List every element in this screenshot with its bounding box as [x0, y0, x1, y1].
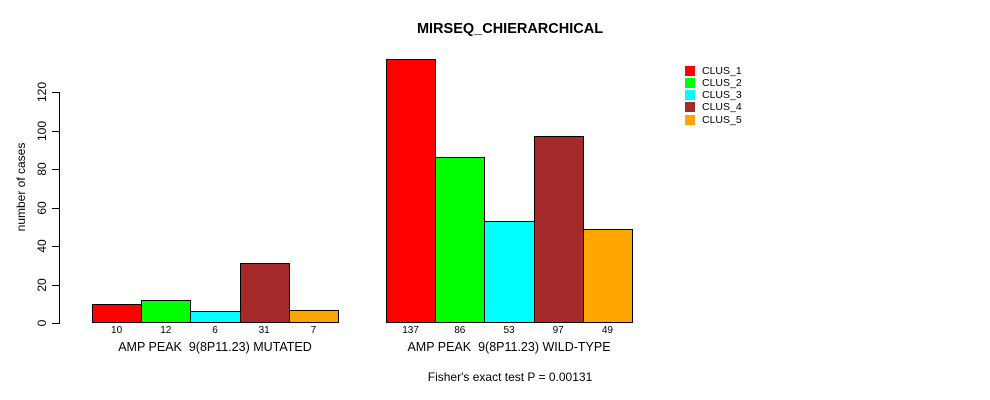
bar: [190, 311, 241, 323]
y-axis-line: [59, 92, 60, 324]
group-label: AMP PEAK 9(8P11.23) WILD-TYPE: [407, 340, 611, 354]
y-tick: [52, 169, 59, 170]
bar: [239, 263, 290, 323]
bar-value-label: 137: [402, 325, 419, 336]
bar: [484, 220, 535, 323]
legend-label: CLUS_5: [702, 113, 742, 126]
legend-item: CLUS_2: [685, 76, 742, 89]
bar: [435, 157, 486, 323]
legend-swatch: [685, 77, 695, 88]
y-tick: [52, 246, 59, 247]
legend-swatch: [685, 102, 695, 113]
legend-item: CLUS_5: [685, 113, 742, 126]
bar: [92, 303, 143, 323]
bar-value-label: 6: [212, 325, 218, 336]
y-tick: [52, 130, 59, 132]
bar: [533, 136, 584, 323]
annotation-text: Fisher's exact test P = 0.00131: [427, 370, 593, 384]
y-tick-label: 60: [35, 200, 49, 215]
legend-label: CLUS_2: [702, 76, 742, 89]
bar-value-label: 12: [160, 325, 172, 336]
y-tick-label: 40: [35, 239, 49, 253]
bar: [141, 299, 192, 323]
y-tick-label: 80: [35, 162, 49, 176]
bar: [582, 228, 633, 323]
legend-label: CLUS_3: [702, 89, 742, 102]
legend-item: CLUS_4: [685, 101, 742, 114]
bar-value-label: 49: [601, 325, 613, 336]
y-tick-label: 120: [35, 81, 49, 103]
bar: [386, 59, 437, 323]
legend-swatch: [685, 90, 695, 101]
legend-label: CLUS_4: [702, 101, 742, 114]
bar-value-label: 7: [310, 325, 317, 336]
bar: [288, 309, 339, 323]
y-tick: [52, 284, 59, 286]
group-label: AMP PEAK 9(8P11.23) MUTATED: [118, 340, 312, 354]
y-axis-label: number of cases: [14, 142, 28, 232]
legend-label: CLUS_1: [702, 64, 742, 77]
y-tick: [52, 323, 59, 324]
bar-value-label: 53: [503, 325, 515, 336]
y-tick-label: 100: [35, 120, 49, 141]
chart-title: MIRSEQ_CHIERARCHICAL: [416, 21, 604, 37]
y-tick-label: 0: [35, 319, 49, 327]
legend-swatch: [685, 65, 695, 76]
y-tick-label: 20: [35, 277, 49, 292]
legend-swatch: [685, 114, 695, 125]
legend-item: CLUS_1: [685, 64, 742, 77]
y-tick: [52, 92, 59, 93]
bar-value-label: 31: [258, 325, 270, 336]
bar-value-label: 97: [552, 325, 564, 336]
legend-item: CLUS_3: [685, 89, 742, 102]
y-tick: [52, 207, 59, 209]
bar-value-label: 86: [454, 325, 466, 336]
bar-value-label: 10: [111, 325, 123, 336]
